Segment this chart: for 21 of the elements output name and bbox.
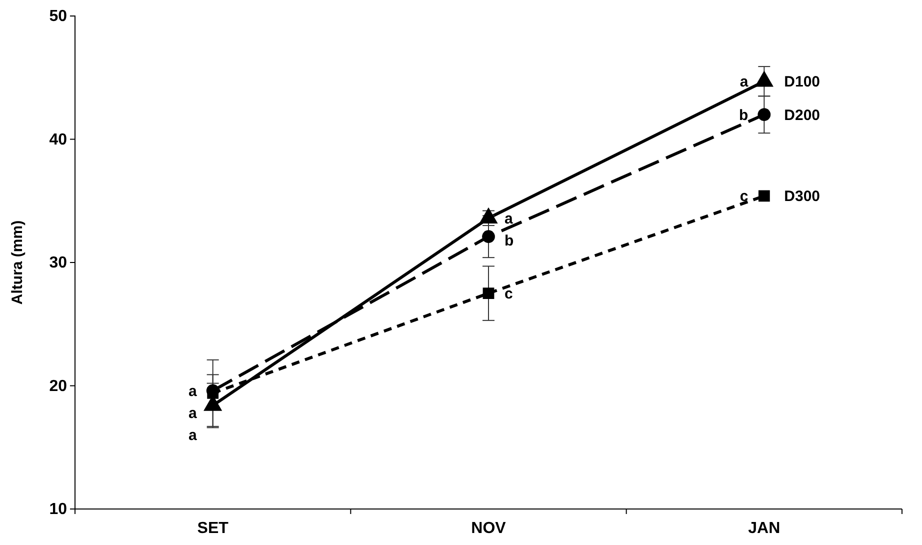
annotation: a xyxy=(188,382,198,400)
y-tick-label: 30 xyxy=(49,254,68,272)
y-tick-label: 20 xyxy=(49,378,68,395)
annotation: c xyxy=(740,188,748,206)
y-axis-title: Altura (mm) xyxy=(9,220,26,305)
annotation: a xyxy=(504,210,514,228)
x-tick-label: NOV xyxy=(471,520,506,537)
y-tick-label: 40 xyxy=(49,131,68,148)
x-tick-label: JAN xyxy=(748,520,780,537)
series-label: D300 xyxy=(784,188,820,206)
series-label: D200 xyxy=(784,106,820,124)
x-tick-label: SET xyxy=(197,520,229,537)
annotation: c xyxy=(504,286,513,303)
series-label: D100 xyxy=(784,74,820,91)
y-tick-label: 50 xyxy=(49,8,68,26)
y-tick-label: 10 xyxy=(49,501,68,518)
annotation: a xyxy=(188,426,198,444)
annotation: a xyxy=(188,404,198,422)
annotation: b xyxy=(738,106,748,124)
annotation: a xyxy=(740,74,749,91)
annotation: b xyxy=(504,232,514,250)
